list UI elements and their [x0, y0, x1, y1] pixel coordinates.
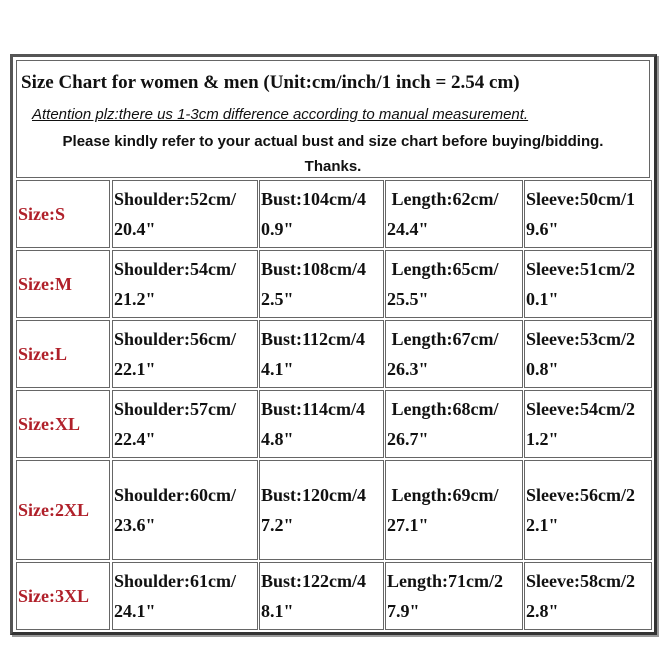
- bust-value-line: Bust:114cm/4: [261, 399, 366, 419]
- sleeve-value-line: 2.1": [526, 515, 559, 535]
- shoulder-value-line: 23.6": [114, 515, 156, 535]
- reference-note: Please kindly refer to your actual bust …: [62, 133, 604, 150]
- sleeve-cell: Sleeve:54cm/2 1.2": [524, 390, 652, 458]
- shoulder-cell: Shoulder:57cm/22.4": [112, 390, 258, 458]
- shoulder-cell: Shoulder:54cm/21.2": [112, 250, 258, 318]
- length-value-line: 24.4": [387, 219, 429, 239]
- length-cell: Length:65cm/25.5": [385, 250, 523, 318]
- chart-title: Size Chart for women & men (Unit:cm/inch…: [21, 72, 520, 93]
- length-value-line: Length:65cm/: [387, 259, 499, 279]
- length-value-line: 26.7": [387, 429, 429, 449]
- bust-cell: Bust:108cm/4 2.5": [259, 250, 384, 318]
- shoulder-value-line: Shoulder:56cm/: [114, 329, 237, 349]
- bust-value-line: 0.9": [261, 219, 294, 239]
- shoulder-value-line: Shoulder:61cm/: [114, 571, 237, 591]
- shoulder-value-line: Shoulder:57cm/: [114, 399, 237, 419]
- bust-cell: Bust:114cm/4 4.8": [259, 390, 384, 458]
- sleeve-value-line: Sleeve:50cm/1: [526, 189, 635, 209]
- sleeve-cell: Sleeve:58cm/2 2.8": [524, 562, 652, 630]
- size-label: Size:2XL: [18, 500, 89, 520]
- bust-value-line: 4.1": [261, 359, 294, 379]
- length-value-line: 26.3": [387, 359, 429, 379]
- bust-value-line: Bust:104cm/4: [261, 189, 366, 209]
- size-cell: Size:M: [16, 250, 110, 318]
- shoulder-cell: Shoulder:56cm/22.1": [112, 320, 258, 388]
- size-chart-table: Size Chart for women & men (Unit:cm/inch…: [10, 54, 657, 635]
- shoulder-value-line: 21.2": [114, 289, 156, 309]
- length-cell: Length:69cm/27.1": [385, 460, 523, 560]
- size-label: Size:S: [18, 204, 65, 224]
- size-label: Size:XL: [18, 414, 80, 434]
- length-cell: Length:62cm/24.4": [385, 180, 523, 248]
- size-cell: Size:L: [16, 320, 110, 388]
- sleeve-cell: Sleeve:56cm/2 2.1": [524, 460, 652, 560]
- bust-value-line: Bust:122cm/4: [261, 571, 366, 591]
- bust-value-line: 4.8": [261, 429, 294, 449]
- sleeve-value-line: Sleeve:51cm/2: [526, 259, 635, 279]
- thanks-note: Thanks.: [304, 158, 362, 175]
- sleeve-value-line: Sleeve:56cm/2: [526, 485, 635, 505]
- sleeve-value-line: Sleeve:54cm/2: [526, 399, 635, 419]
- size-cell: Size:S: [16, 180, 110, 248]
- shoulder-value-line: Shoulder:52cm/: [114, 189, 237, 209]
- bust-cell: Bust:104cm/4 0.9": [259, 180, 384, 248]
- bust-value-line: 2.5": [261, 289, 294, 309]
- sleeve-value-line: 2.8": [526, 601, 559, 621]
- size-label: Size:3XL: [18, 586, 89, 606]
- length-value-line: Length:68cm/: [387, 399, 499, 419]
- sleeve-value-line: Sleeve:53cm/2: [526, 329, 635, 349]
- length-value-line: Length:62cm/: [387, 189, 499, 209]
- length-value-line: 27.1": [387, 515, 429, 535]
- bust-value-line: 8.1": [261, 601, 294, 621]
- bust-cell: Bust:122cm/4 8.1": [259, 562, 384, 630]
- shoulder-value-line: Shoulder:60cm/: [114, 485, 237, 505]
- length-cell: Length:71cm/2 7.9": [385, 562, 523, 630]
- attention-note: Attention plz:there us 1-3cm difference …: [32, 106, 529, 123]
- length-value-line: Length:69cm/: [387, 485, 499, 505]
- length-value-line: Length:67cm/: [387, 329, 499, 349]
- shoulder-cell: Shoulder:52cm/20.4": [112, 180, 258, 248]
- length-cell: Length:67cm/26.3": [385, 320, 523, 388]
- bust-cell: Bust:112cm/4 4.1": [259, 320, 384, 388]
- sleeve-value-line: 0.8": [526, 359, 559, 379]
- sleeve-value-line: 1.2": [526, 429, 559, 449]
- chart-header: Size Chart for women & men (Unit:cm/inch…: [16, 60, 650, 178]
- shoulder-value-line: 22.1": [114, 359, 156, 379]
- bust-value-line: Bust:112cm/4: [261, 329, 366, 349]
- shoulder-value-line: 20.4": [114, 219, 156, 239]
- sleeve-value-line: 0.1": [526, 289, 559, 309]
- length-cell: Length:68cm/26.7": [385, 390, 523, 458]
- length-value-line: 7.9": [387, 601, 420, 621]
- length-value-line: Length:71cm/2: [387, 571, 503, 591]
- bust-value-line: Bust:120cm/4: [261, 485, 366, 505]
- bust-value-line: 7.2": [261, 515, 294, 535]
- sleeve-cell: Sleeve:50cm/1 9.6": [524, 180, 652, 248]
- shoulder-value-line: 24.1": [114, 601, 156, 621]
- sleeve-cell: Sleeve:53cm/2 0.8": [524, 320, 652, 388]
- shoulder-value-line: Shoulder:54cm/: [114, 259, 237, 279]
- size-cell: Size:2XL: [16, 460, 110, 560]
- size-cell: Size:3XL: [16, 562, 110, 630]
- shoulder-cell: Shoulder:60cm/23.6": [112, 460, 258, 560]
- bust-cell: Bust:120cm/4 7.2": [259, 460, 384, 560]
- size-label: Size:M: [18, 274, 72, 294]
- size-cell: Size:XL: [16, 390, 110, 458]
- shoulder-value-line: 22.4": [114, 429, 156, 449]
- sleeve-cell: Sleeve:51cm/2 0.1": [524, 250, 652, 318]
- bust-value-line: Bust:108cm/4: [261, 259, 366, 279]
- length-value-line: 25.5": [387, 289, 429, 309]
- sleeve-value-line: Sleeve:58cm/2: [526, 571, 635, 591]
- sleeve-value-line: 9.6": [526, 219, 559, 239]
- size-label: Size:L: [18, 344, 67, 364]
- shoulder-cell: Shoulder:61cm/24.1": [112, 562, 258, 630]
